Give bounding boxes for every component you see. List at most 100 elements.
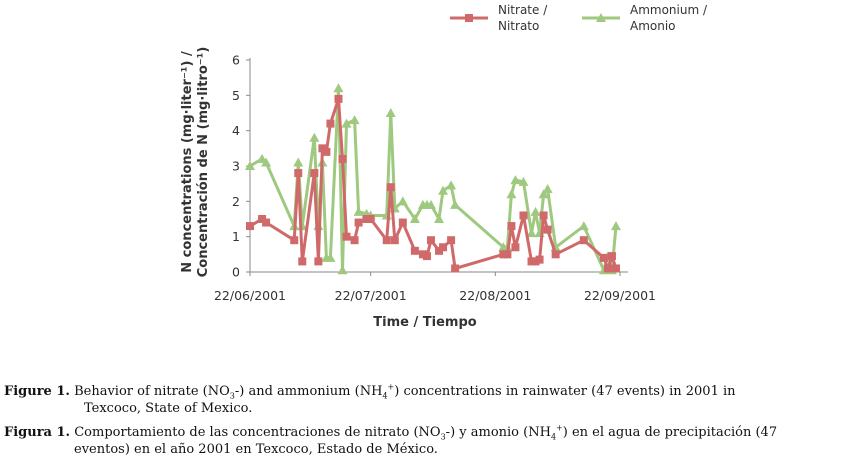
- nitrate-point: [507, 222, 516, 231]
- nitrate-point: [535, 255, 544, 264]
- chart-series: [245, 83, 621, 275]
- ammonium-point: [353, 206, 364, 216]
- y-axis-title-line: Concentración de N (mg·litro⁻¹): [196, 47, 211, 278]
- ammonium-point: [309, 132, 320, 142]
- nitrate-point: [298, 257, 307, 266]
- y-axis-title: N concentrations (mg·liter⁻¹) / Concentra…: [180, 47, 211, 278]
- ammonium-point: [261, 157, 272, 167]
- nitrate-point: [322, 147, 331, 156]
- caption-en-label: Figure 1.: [4, 384, 70, 399]
- ammonium-point: [341, 118, 352, 128]
- legend-item-nitrate: Nitrate / Nitrato: [450, 3, 548, 33]
- caption-es-text: Comportamiento de las concentraciones de…: [74, 423, 778, 442]
- ammonium-point: [578, 221, 589, 231]
- nitrate-point: [310, 169, 319, 178]
- nitrate-point: [551, 250, 560, 259]
- caption-en-line2: Texcoco, State of Mexico.: [84, 401, 253, 416]
- nitrate-point: [386, 183, 395, 192]
- ammonium-point: [450, 199, 461, 209]
- nitrate-point: [258, 215, 267, 223]
- caption-es-label: Figura 1.: [4, 425, 71, 440]
- ammonium-point: [245, 161, 255, 170]
- ammonium-point: [325, 252, 336, 262]
- ammonium-point: [434, 214, 445, 223]
- legend-label: Ammonium /: [630, 3, 708, 17]
- nitrate-point: [511, 243, 520, 252]
- caption-es-line2: eventos) en el año 2001 en Texcoco, Esta…: [74, 442, 438, 457]
- ammonium-point: [510, 175, 521, 185]
- nitrate-point: [435, 246, 444, 255]
- ammonium-point: [526, 228, 537, 238]
- nitrate-point: [539, 211, 548, 220]
- y-tick-label: 2: [232, 194, 240, 209]
- legend-label: Nitrato: [498, 19, 539, 33]
- chart-legend: Nitrate / Nitrato Ammonium / Amonio: [450, 3, 708, 33]
- chart-axes: 0 1 2 3 4 5 6 22/06/2001 22/07/2001 22/08/2001 22/…: [214, 53, 656, 304]
- ammonium-point: [293, 157, 304, 167]
- ammonium-point: [385, 108, 396, 117]
- nitrate-point: [246, 222, 254, 231]
- y-tick-label: 5: [232, 88, 240, 103]
- legend-item-ammonium: Ammonium / Amonio: [582, 3, 708, 33]
- nitrate-point: [334, 94, 343, 103]
- nitrate-point: [439, 243, 448, 252]
- y-axis-title-line: N concentrations (mg·liter⁻¹) /: [180, 51, 195, 273]
- nitrate-point: [342, 232, 351, 241]
- ammonium-point: [530, 206, 541, 216]
- nitrate-point: [290, 236, 299, 245]
- nitrate-point: [294, 169, 303, 178]
- ammonium-point: [337, 265, 348, 275]
- ammonium-point: [349, 115, 360, 125]
- nitrate-point: [314, 257, 323, 266]
- y-tick-label: 0: [232, 265, 240, 280]
- nitrate-point: [354, 218, 363, 227]
- nitrate-point: [366, 215, 375, 223]
- figure-caption-english: Figure 1. Behavior of nitrate (NO3-) and…: [4, 383, 844, 417]
- nitrate-point: [531, 257, 540, 266]
- ammonium-point: [538, 189, 549, 199]
- nitrate-point: [603, 264, 612, 273]
- ammonium-point: [438, 185, 449, 195]
- nitrate-point: [426, 236, 435, 245]
- x-axis-title: Time / Tiempo: [373, 315, 476, 330]
- nitrate-point: [338, 154, 347, 163]
- figure-caption-spanish: Figura 1. Comportamiento de las concentr…: [4, 424, 844, 458]
- nitrate-point: [262, 218, 271, 227]
- ammonium-point: [506, 189, 517, 199]
- nitrate-point: [326, 119, 335, 128]
- nitrate-point: [519, 211, 528, 220]
- nitrate-point: [398, 218, 407, 227]
- ammonium-point: [333, 83, 344, 93]
- nitrate-point: [499, 250, 508, 259]
- ammonium-point: [425, 199, 436, 209]
- nitrate-point: [318, 144, 327, 153]
- x-tick-label: 22/08/2001: [459, 288, 531, 303]
- legend-label: Amonio: [630, 19, 676, 33]
- nitrate-point: [599, 253, 608, 262]
- caption-en-text: Behavior of nitrate (NO3-) and ammonium …: [74, 382, 736, 401]
- nitrate-point: [579, 236, 588, 245]
- ammonium-point: [446, 180, 457, 190]
- ammonium-point: [397, 196, 408, 206]
- x-tick-label: 22/06/2001: [214, 288, 286, 303]
- y-tick-label: 1: [232, 229, 240, 244]
- nitrate-point: [527, 257, 536, 266]
- legend-square-marker: [465, 14, 473, 22]
- y-tick-label: 3: [232, 159, 240, 174]
- ammonium-point: [409, 214, 420, 223]
- nitrate-point: [611, 264, 620, 273]
- nitrate-line: [249, 97, 618, 270]
- legend-triangle-marker: [596, 13, 606, 22]
- ammonium-point: [542, 183, 553, 193]
- nitrate-point: [447, 236, 456, 245]
- nitrate-point: [362, 215, 371, 223]
- x-tick-label: 22/07/2001: [335, 288, 407, 303]
- series-nitrate: [246, 94, 620, 273]
- nitrate-point: [607, 252, 616, 261]
- nitrate-point: [390, 236, 399, 245]
- y-tick-label: 6: [232, 53, 240, 68]
- nitrate-point: [422, 252, 431, 261]
- nitrate-point: [418, 250, 427, 259]
- ammonium-point: [518, 176, 529, 186]
- nitrate-point: [503, 250, 512, 259]
